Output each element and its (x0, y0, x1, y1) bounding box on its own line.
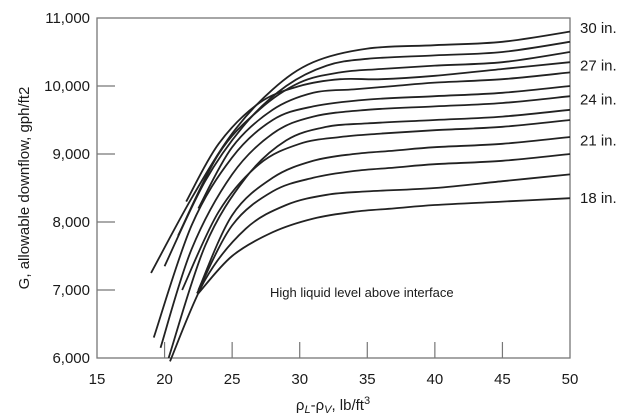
x-tick-label: 30 (291, 371, 308, 388)
curve (197, 197, 571, 295)
x-tick-label: 50 (562, 371, 579, 388)
curve (197, 71, 571, 209)
curve (152, 85, 571, 338)
y-tick-label: 11,000 (45, 10, 90, 27)
curve-label: 27 in. (580, 58, 617, 75)
curve-labels: 30 in. 27 in. 24 in. 21 in. 18 in. (580, 20, 617, 207)
plot-frame (96, 17, 571, 359)
curve (196, 153, 571, 294)
curve (169, 173, 571, 362)
curve (177, 51, 571, 237)
y-tick-label: 10,000 (44, 78, 90, 95)
curves (150, 30, 571, 362)
curve-label: 18 in. (580, 190, 617, 207)
curve (181, 119, 571, 291)
annotation: High liquid level above interface (270, 285, 454, 300)
x-tick-label: 15 (89, 371, 106, 388)
curve (159, 95, 571, 349)
curve-label: 24 in. (580, 92, 617, 109)
y-tick-label: 6,000 (52, 350, 90, 367)
x-tick-label: 25 (224, 371, 241, 388)
y-tick-label: 9,000 (52, 146, 90, 163)
curve-label: 30 in. (580, 20, 617, 37)
curve (197, 136, 571, 291)
x-tick-label: 35 (359, 371, 376, 388)
y-axis-ticks: 6,000 7,000 8,000 9,000 10,000 11,000 (44, 10, 115, 367)
y-tick-label: 7,000 (52, 282, 90, 299)
curve (163, 40, 571, 267)
x-axis-title: ρL-ρV, lb/ft3 (296, 395, 370, 416)
y-axis-title: G, allowable downflow, gph/ft2 (16, 87, 33, 290)
x-tick-label: 40 (427, 371, 444, 388)
y-tick-label: 8,000 (52, 214, 90, 231)
x-tick-label: 20 (156, 371, 173, 388)
x-tick-label: 45 (494, 371, 511, 388)
curve (185, 61, 571, 203)
curve (167, 108, 571, 359)
x-axis-ticks: 15 20 25 30 35 40 45 50 (89, 342, 579, 388)
curve (150, 30, 571, 274)
curve-label: 21 in. (580, 132, 617, 149)
